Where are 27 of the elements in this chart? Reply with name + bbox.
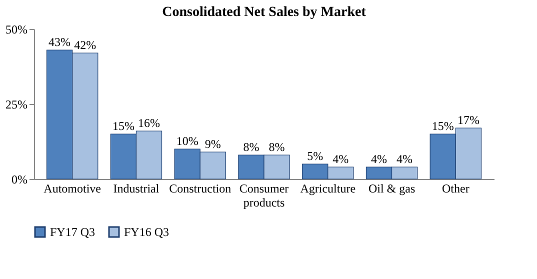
x-tick-label: Automotive [44, 182, 101, 196]
x-tick-label: Industrial [113, 182, 160, 196]
data-label: 17% [457, 113, 480, 127]
x-tick-label: Construction [169, 182, 232, 196]
data-label: 9% [204, 137, 221, 151]
data-label: 4% [396, 152, 413, 166]
data-label: 15% [432, 119, 454, 133]
x-tick-label: Consumer products [239, 182, 289, 210]
data-label: 10% [176, 134, 198, 148]
legend-label: FY17 Q3 [50, 225, 96, 239]
data-label: 16% [138, 116, 160, 130]
data-label: 42% [74, 38, 96, 52]
data-label: 8% [268, 140, 285, 154]
y-tick-label: 0% [12, 172, 28, 186]
x-tick-label: Agriculture [300, 182, 356, 196]
data-label: 4% [371, 152, 387, 166]
data-label: 15% [112, 119, 134, 133]
y-tick-label: 25% [6, 98, 28, 112]
data-label: 5% [307, 149, 324, 163]
legend-label: FY16 Q3 [124, 225, 170, 239]
x-tick-label: Oil & gas [368, 182, 416, 196]
x-tick-label: Other [442, 182, 470, 196]
chart-title: Consolidated Net Sales by Market [162, 5, 366, 20]
data-label: 4% [332, 152, 349, 166]
data-label: 8% [243, 140, 260, 154]
y-tick-label: 50% [6, 22, 28, 36]
data-label: 43% [48, 35, 71, 49]
